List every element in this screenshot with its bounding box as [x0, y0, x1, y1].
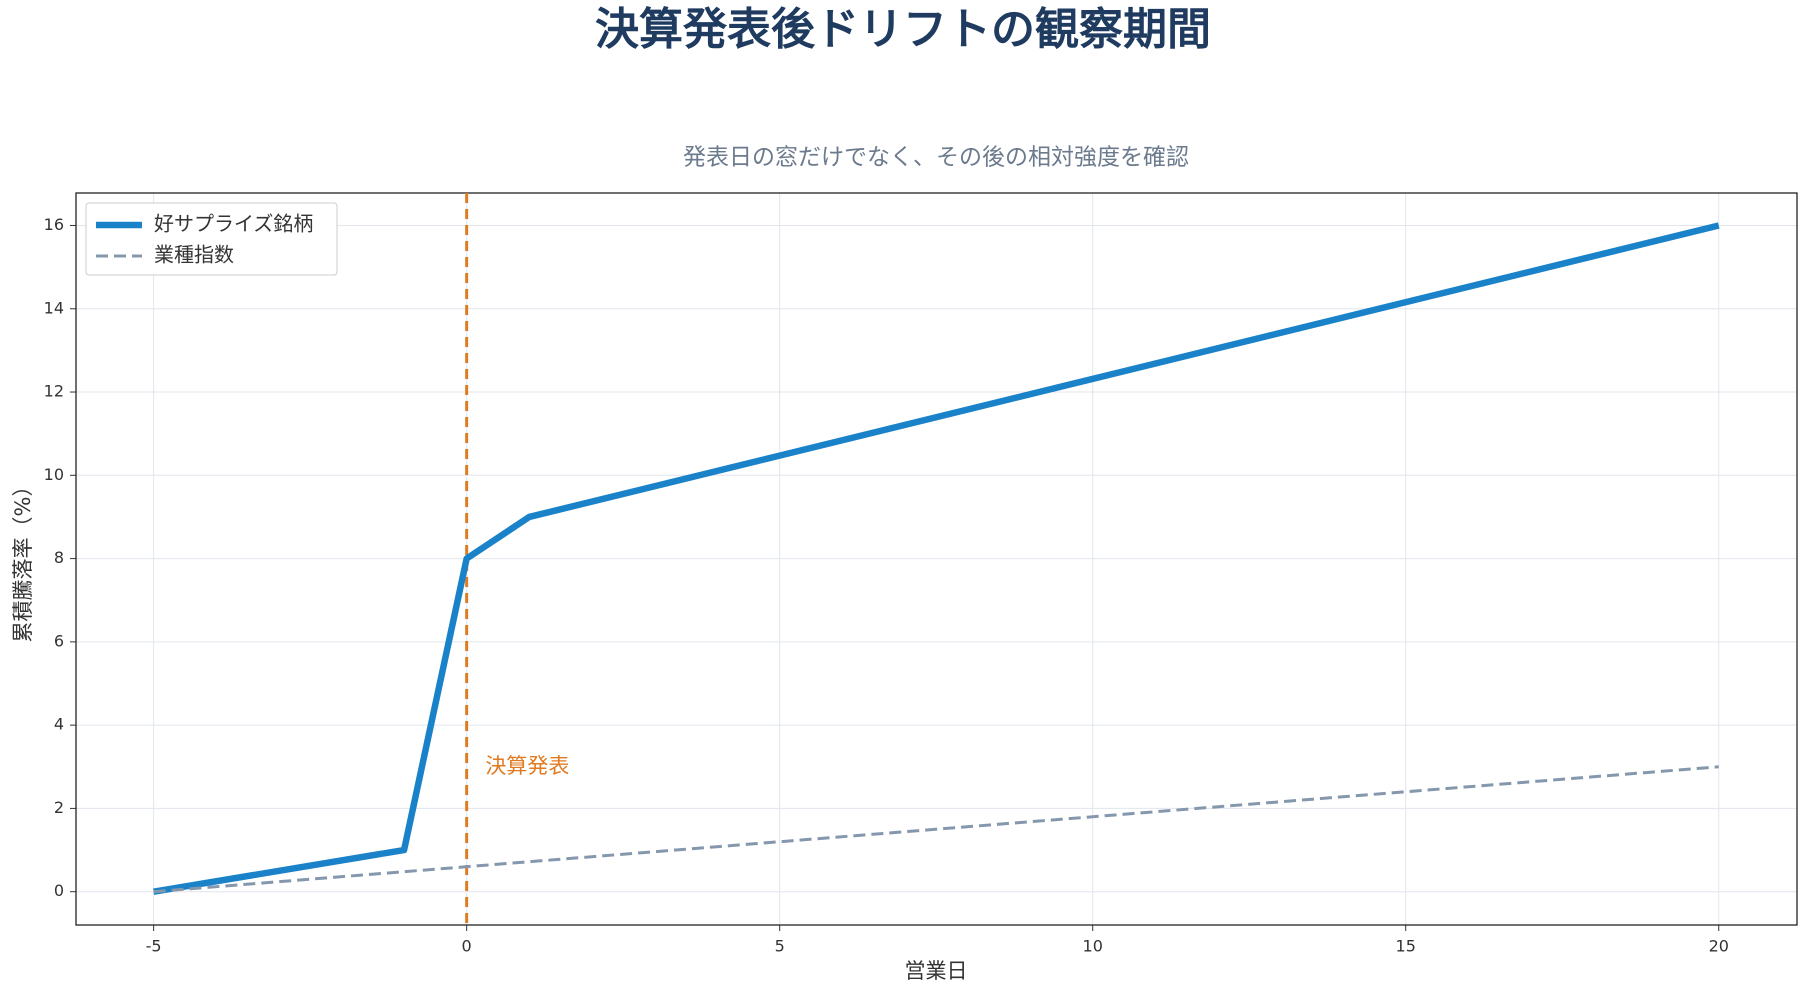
series-line [153, 765, 1719, 894]
event-label: 決算発表 [485, 754, 569, 778]
x-tick-label: -5 [146, 937, 162, 956]
y-tick-label: 0 [54, 881, 64, 900]
legend-label: 業種指数 [154, 243, 234, 267]
y-tick-label: 12 [44, 382, 64, 401]
x-tick-label: 20 [1709, 937, 1729, 956]
chart-subtitle: 発表日の窓だけでなく、その後の相対強度を確認 [683, 145, 1189, 171]
x-tick-label: 15 [1396, 937, 1416, 956]
chart-title: 決算発表後ドリフトの観察期間 [595, 4, 1211, 55]
y-axis-label: 累積騰落率（%） [11, 476, 35, 643]
plot-frame [75, 192, 1798, 926]
legend-box [85, 202, 338, 276]
y-tick-label: 10 [44, 465, 64, 484]
legend-label: 好サプライズ銘柄 [154, 212, 313, 236]
y-tick-label: 8 [54, 548, 64, 567]
y-tick-label: 6 [54, 631, 64, 650]
y-tick-label: 2 [54, 798, 64, 817]
x-tick-label: 0 [462, 937, 472, 956]
y-tick-label: 4 [54, 715, 64, 734]
x-tick-label: 10 [1083, 937, 1103, 956]
y-tick-label: 14 [44, 298, 64, 317]
x-axis-label: 営業日 [905, 959, 968, 983]
series-line [153, 222, 1720, 895]
y-tick-label: 16 [44, 215, 64, 234]
x-tick-label: 5 [775, 937, 785, 956]
